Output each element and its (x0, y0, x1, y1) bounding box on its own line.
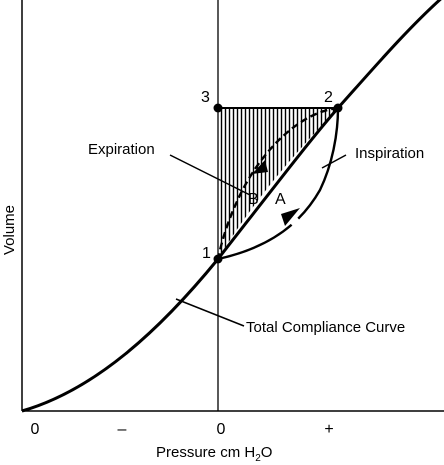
expiration-limb (216, 106, 339, 260)
inspiration-arrowhead (281, 208, 300, 226)
point-1-dot (213, 254, 223, 264)
y-axis-label: Volume (1, 205, 18, 255)
x-axis-label: Pressure cm H2O (156, 444, 272, 464)
label-b: B (248, 191, 259, 208)
total-compliance-curve (21, 0, 442, 413)
point-1-label: 1 (202, 245, 211, 262)
x-axis-label-suffix: O (261, 444, 273, 461)
point-2-label: 2 (324, 89, 333, 106)
total-compliance-leader (175, 298, 245, 327)
x-tick-minus: – (118, 421, 127, 438)
x-tick-zero-left: 0 (31, 421, 40, 438)
expiration-arrowhead (252, 160, 268, 174)
x-axis-label-main: Pressure cm H (156, 444, 255, 461)
inspiration-label: Inspiration (355, 145, 424, 162)
expiration-leader (169, 154, 251, 196)
x-tick-plus: + (324, 421, 333, 438)
inspiration-leader (321, 154, 347, 169)
inspiration-limb (217, 107, 340, 261)
x-axis-label-subscript: 2 (255, 453, 261, 464)
point-3-dot (213, 103, 223, 113)
point-3-label: 3 (201, 89, 210, 106)
total-compliance-label: Total Compliance Curve (246, 319, 405, 336)
point-2-dot (333, 103, 343, 113)
x-tick-zero: 0 (217, 421, 226, 438)
label-a: A (275, 191, 286, 208)
expiration-label: Expiration (88, 141, 155, 158)
